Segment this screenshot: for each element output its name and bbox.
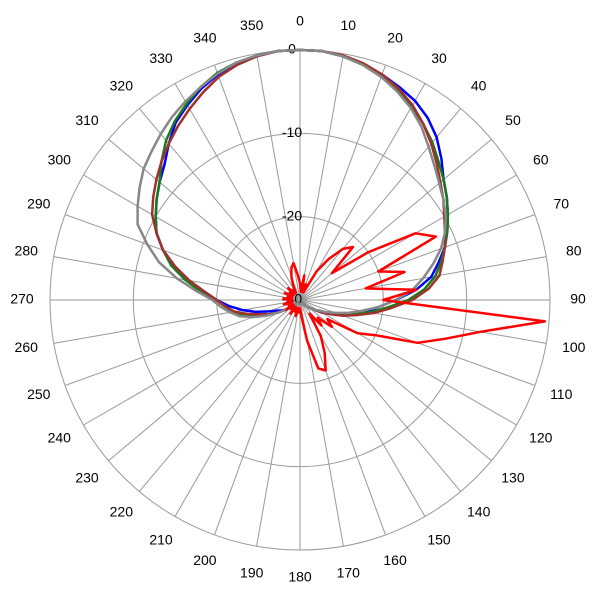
angle-label: 80 bbox=[566, 242, 582, 258]
angle-label: 350 bbox=[240, 17, 264, 33]
spoke bbox=[299, 108, 462, 301]
angle-label: 100 bbox=[562, 339, 586, 355]
angle-label: 0 bbox=[296, 13, 304, 29]
angle-label: 310 bbox=[75, 112, 99, 128]
angle-label: 240 bbox=[48, 430, 72, 446]
angle-label: 130 bbox=[501, 469, 525, 485]
angle-label: 60 bbox=[533, 152, 549, 168]
spoke bbox=[108, 138, 301, 301]
spoke bbox=[53, 299, 301, 344]
angle-label: 330 bbox=[149, 50, 173, 66]
spoke bbox=[299, 53, 344, 301]
angle-label: 90 bbox=[570, 291, 586, 307]
spoke bbox=[214, 64, 301, 301]
angle-label: 70 bbox=[553, 196, 569, 212]
spoke bbox=[256, 299, 301, 547]
spoke bbox=[299, 299, 547, 344]
series-line bbox=[282, 232, 547, 372]
spoke bbox=[299, 83, 426, 301]
spoke bbox=[174, 83, 301, 301]
angle-label: 120 bbox=[529, 430, 553, 446]
angle-label: 180 bbox=[288, 569, 312, 585]
radial-tick-label: -10 bbox=[282, 124, 302, 140]
spoke bbox=[108, 299, 301, 462]
spoke bbox=[299, 64, 386, 301]
spoke bbox=[174, 299, 301, 517]
spoke bbox=[256, 53, 301, 301]
angle-label: 20 bbox=[387, 29, 403, 45]
spoke bbox=[299, 299, 517, 426]
radial-tick-label: -20 bbox=[282, 207, 302, 223]
spoke bbox=[214, 299, 301, 536]
angle-label: 320 bbox=[110, 78, 134, 94]
spoke bbox=[64, 214, 301, 301]
angle-label: 170 bbox=[337, 564, 361, 580]
series-line bbox=[136, 48, 448, 319]
angle-label: 150 bbox=[427, 531, 451, 547]
angle-label: 190 bbox=[240, 564, 264, 580]
angle-label: 280 bbox=[15, 242, 39, 258]
spoke bbox=[299, 299, 386, 536]
angle-label: 110 bbox=[550, 386, 573, 402]
angle-label: 290 bbox=[27, 196, 51, 212]
angle-label: 300 bbox=[48, 152, 72, 168]
angle-label: 340 bbox=[193, 29, 217, 45]
angle-label: 260 bbox=[15, 339, 39, 355]
radial-tick-label: 0 bbox=[288, 41, 296, 57]
angle-label: 10 bbox=[340, 17, 356, 33]
angle-label: 200 bbox=[193, 552, 217, 568]
angle-label: 210 bbox=[149, 531, 173, 547]
spoke bbox=[83, 299, 301, 426]
spoke bbox=[83, 174, 301, 301]
angle-label: 250 bbox=[27, 386, 51, 402]
angle-label: 270 bbox=[10, 291, 34, 307]
spoke bbox=[299, 299, 462, 492]
angle-label: 160 bbox=[383, 552, 407, 568]
angle-label: 50 bbox=[505, 112, 521, 128]
spoke bbox=[299, 214, 536, 301]
angle-label: 140 bbox=[467, 504, 491, 520]
angle-label: 220 bbox=[110, 504, 134, 520]
angle-label: 40 bbox=[471, 78, 487, 94]
angle-label: 230 bbox=[75, 469, 99, 485]
angle-label: 30 bbox=[431, 50, 447, 66]
spoke bbox=[138, 299, 301, 492]
